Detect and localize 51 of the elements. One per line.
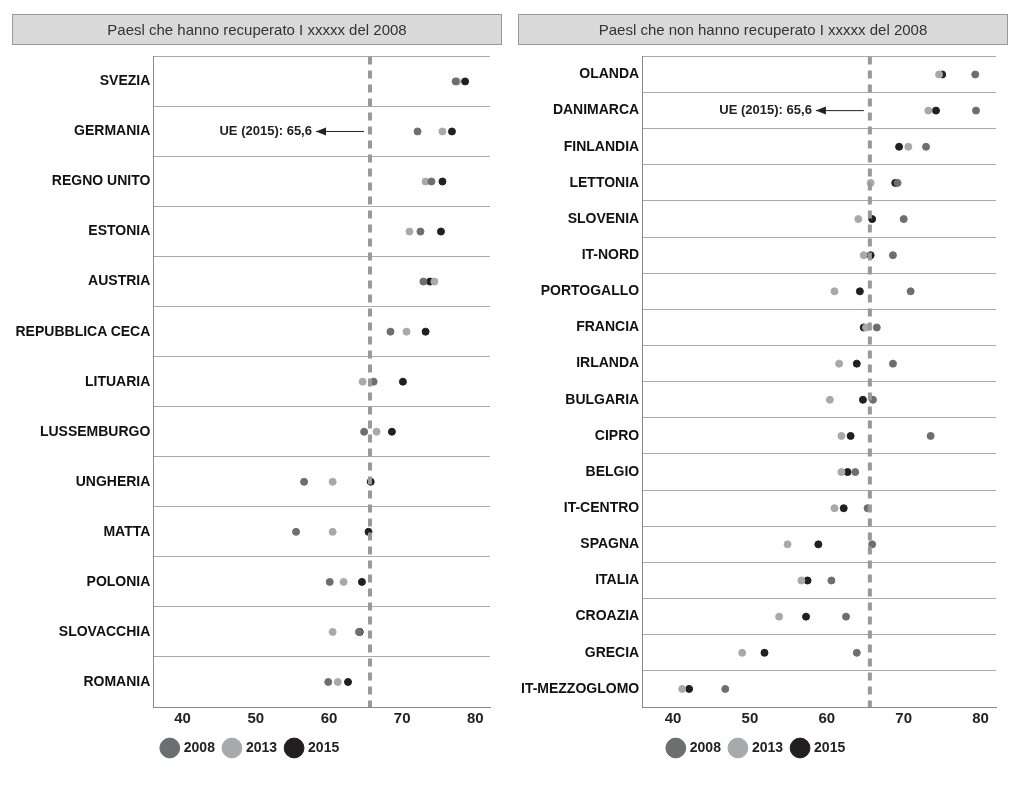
y-tick-label: DANIMARCA — [552, 101, 640, 118]
y-tick-label: LITUARIA — [85, 372, 151, 389]
ref-line-label: UE (2015): 65,6 — [719, 102, 812, 118]
legend-label: 2013 — [751, 738, 784, 755]
y-tick-label: IRLANDA — [576, 354, 640, 371]
y-tick-label: OLANDA — [579, 65, 640, 82]
y-tick-label: MATTA — [103, 522, 151, 539]
x-tick-label: 70 — [895, 709, 913, 727]
y-tick-label: IT-MEZZOGLOMO — [520, 679, 640, 696]
y-tick-label: IT-CENTRO — [563, 499, 640, 516]
chart-title: Paesl che hanno recuperato I xxxxx del 2008 — [12, 14, 502, 45]
y-tick-label: SVEZIA — [99, 72, 151, 89]
x-tick-label: 40 — [664, 709, 682, 727]
y-tick-label: UNGHERIA — [75, 472, 151, 489]
x-tick-label: 40 — [174, 709, 191, 727]
y-tick-label: REPUBBLICA CECA — [15, 322, 151, 339]
chart-title: Paesl che non hanno recuperato I xxxxx del 2008 — [518, 14, 1008, 45]
y-tick-label: PORTOGALLO — [540, 282, 640, 299]
y-tick-label: CIPRO — [594, 426, 640, 443]
legend-label: 2008 — [183, 738, 216, 755]
y-tick-label: GRECIA — [584, 643, 640, 660]
y-tick-label: POLONIA — [86, 572, 151, 589]
x-tick-label: 60 — [320, 709, 338, 727]
y-tick-label: BULGARIA — [565, 390, 640, 407]
y-tick-label: ROMANIA — [83, 672, 151, 689]
y-tick-label: BELGIO — [585, 462, 640, 479]
x-tick-label: 50 — [741, 709, 759, 727]
y-tick-label: GERMANIA — [74, 122, 151, 139]
y-tick-label: SLOVACCHIA — [58, 622, 151, 639]
legend-label: 2008 — [689, 738, 722, 755]
y-tick-label: CROAZIA — [575, 607, 640, 624]
y-tick-label: SLOVENIA — [567, 209, 640, 226]
x-tick-label: 60 — [818, 709, 836, 727]
legend-label: 2015 — [308, 738, 340, 755]
y-tick-label: LUSSEMBURGO — [39, 422, 151, 439]
y-tick-label: AUSTRIA — [88, 272, 151, 289]
y-tick-label: ESTONIA — [88, 222, 151, 239]
y-tick-label: REGNO UNITO — [51, 172, 151, 189]
y-tick-label: IT-NORD — [581, 246, 640, 263]
y-tick-label: LETTONIA — [569, 173, 640, 190]
x-tick-label: 80 — [972, 709, 989, 727]
ref-line-label: UE (2015): 65,6 — [219, 123, 312, 139]
y-tick-label: SPAGNA — [580, 535, 640, 552]
y-tick-label: ITALIA — [595, 571, 640, 588]
legend-label: 2013 — [245, 738, 278, 755]
x-tick-label: 50 — [247, 709, 265, 727]
y-tick-label: FINLANDIA — [563, 137, 640, 154]
x-tick-label: 80 — [467, 709, 484, 727]
x-tick-label: 70 — [393, 709, 411, 727]
legend-label: 2015 — [814, 738, 846, 755]
y-tick-label: FRANCIA — [576, 318, 640, 335]
